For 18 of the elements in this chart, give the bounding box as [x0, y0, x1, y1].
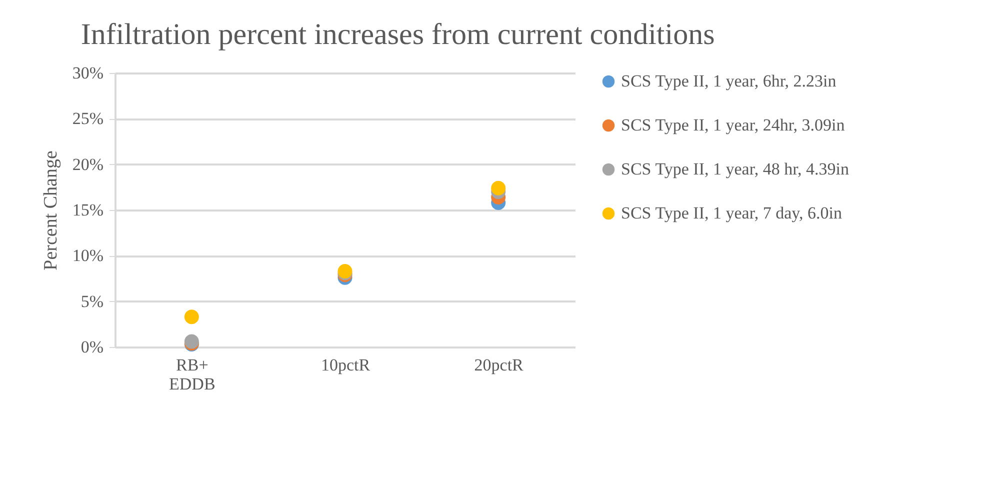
y-tick-label: 0% — [80, 338, 104, 356]
y-tick-label: 30% — [72, 64, 104, 82]
y-tick-label: 20% — [72, 154, 104, 174]
legend-label: SCS Type II, 1 year, 6hr, 2.23in — [621, 72, 837, 90]
y-axis-title: Percent Change — [40, 150, 62, 270]
y-tick-label: 25% — [72, 109, 104, 128]
legend-label: SCS Type II, 1 year, 24hr, 3.09in — [621, 116, 846, 134]
point — [491, 180, 506, 196]
y-tick-label: 15% — [72, 200, 104, 220]
x-tick-label: RB+ EDDB — [169, 356, 216, 394]
y-tick-label: 10% — [72, 246, 104, 266]
legend-label: SCS Type II, 1 year, 7 day, 6.0in — [621, 204, 842, 222]
x-tick-label: 10pctR — [320, 356, 371, 374]
y-tick-label: 5% — [80, 292, 104, 311]
x-tick-label: 20pctR — [474, 356, 524, 374]
point — [184, 310, 199, 324]
legend-label: SCS Type II, 1 year, 48 hr, 4.39in — [621, 160, 850, 178]
chart-title: Infiltration percent increases from current conditions — [80, 18, 715, 51]
